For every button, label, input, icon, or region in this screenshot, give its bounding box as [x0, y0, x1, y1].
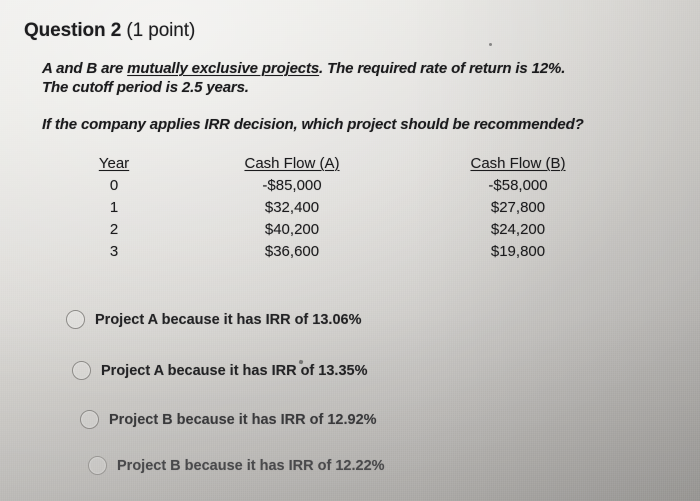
table-row: 1 $32,400 $27,800 [0, 199, 700, 221]
answer-option-label[interactable]: Project A because it has IRR of 13.35% [101, 362, 368, 379]
cell-cash-flow-a: $32,400 [264, 199, 320, 216]
answer-option-2[interactable]: Project A because it has IRR of 13.35% [72, 361, 367, 380]
cash-flow-table: Year Cash Flow (A) Cash Flow (B) 0 -$85,… [0, 155, 700, 265]
cell-cash-flow-a: $40,200 [264, 221, 320, 238]
answer-option-4[interactable]: Project B because it has IRR of 12.22% [88, 456, 385, 475]
page-title: Question 2 (1 point) [24, 20, 195, 42]
answer-option-label[interactable]: Project B because it has IRR of 12.22% [117, 457, 385, 474]
cell-cash-flow-a: $36,600 [264, 243, 320, 260]
column-header-year: Year [98, 155, 130, 172]
radio-button-icon[interactable] [88, 456, 107, 475]
table-row: 3 $36,600 $19,800 [0, 243, 700, 265]
cell-cash-flow-a: -$85,000 [262, 177, 322, 194]
table-row: 2 $40,200 $24,200 [0, 221, 700, 243]
table-header-row: Year Cash Flow (A) Cash Flow (B) [0, 155, 700, 177]
cell-cash-flow-b: $24,200 [490, 221, 546, 238]
answer-option-1[interactable]: Project A because it has IRR of 13.06% [66, 310, 361, 329]
prompt-underlined-phrase: mutually exclusive projects [127, 60, 320, 77]
table-row: 0 -$85,000 -$58,000 [0, 177, 700, 199]
answer-option-3[interactable]: Project B because it has IRR of 12.92% [80, 410, 377, 429]
question-number: Question 2 [24, 20, 122, 41]
column-header-cash-flow-a: Cash Flow (A) [244, 155, 340, 172]
dust-speck-artifact [489, 43, 492, 46]
answer-option-label[interactable]: Project A because it has IRR of 13.06% [95, 311, 362, 328]
prompt-text-before: A and B are [42, 60, 128, 77]
question-points: (1 point) [121, 20, 196, 41]
column-header-cash-flow-b: Cash Flow (B) [470, 155, 566, 172]
cell-cash-flow-b: $27,800 [490, 199, 546, 216]
cell-year: 3 [109, 243, 119, 260]
cell-year: 1 [109, 199, 119, 216]
prompt-text-after: . The required rate of return is 12%. [319, 60, 566, 77]
answer-option-label[interactable]: Project B because it has IRR of 12.92% [109, 411, 377, 428]
cell-year: 0 [109, 177, 119, 194]
prompt-line-1: A and B are mutually exclusive projects.… [42, 60, 565, 77]
radio-button-icon[interactable] [66, 310, 85, 329]
cell-cash-flow-b: $19,800 [490, 243, 546, 260]
prompt-line-2: The cutoff period is 2.5 years. [42, 79, 249, 96]
radio-button-icon[interactable] [72, 361, 91, 380]
prompt-question-line: If the company applies IRR decision, whi… [42, 116, 584, 133]
cell-cash-flow-b: -$58,000 [488, 177, 548, 194]
radio-button-icon[interactable] [80, 410, 99, 429]
cell-year: 2 [109, 221, 119, 238]
